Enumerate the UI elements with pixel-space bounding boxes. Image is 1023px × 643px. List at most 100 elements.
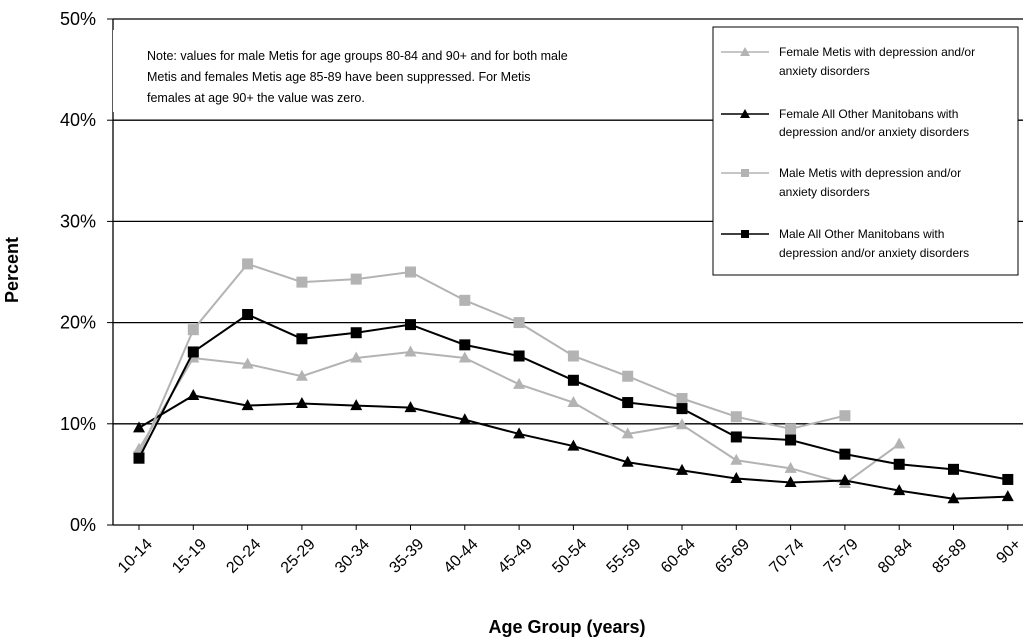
data-point (513, 317, 525, 329)
data-point (459, 294, 471, 306)
x-tick-label: 50-54 (549, 536, 590, 577)
y-axis-ticks: 0% 10% 20% 30% 40% 50% (60, 9, 96, 535)
data-point (458, 351, 471, 363)
data-point (567, 350, 579, 362)
x-axis-title: Age Group (years) (488, 617, 645, 637)
series-line (138, 350, 900, 485)
data-point (1002, 473, 1014, 485)
data-point (187, 346, 199, 358)
series-0 (133, 345, 906, 489)
legend-item-female-metis: Female Metis with depression and/or anxi… (721, 45, 975, 78)
series-1 (133, 388, 1014, 504)
y-tick-label: 50% (60, 9, 96, 29)
data-point (622, 370, 634, 382)
data-point (730, 471, 743, 483)
legend-label-line-2: depression and/or anxiety disorders (779, 125, 969, 139)
data-point (676, 403, 688, 415)
y-tick-label: 20% (60, 313, 96, 333)
legend-label-line-2: anxiety disorders (779, 64, 870, 78)
note-line-2: Metis and females Metis age 85-89 have b… (147, 70, 531, 84)
data-point (133, 452, 145, 464)
data-point (350, 351, 363, 363)
data-point (730, 431, 742, 443)
series-layer (133, 258, 1014, 504)
data-point (242, 258, 254, 270)
series-line (138, 262, 846, 457)
data-point (133, 421, 145, 433)
x-tick-label: 90+ (993, 536, 1023, 567)
triangle-marker-icon (740, 109, 750, 118)
y-tick-label: 30% (60, 211, 96, 231)
data-point (621, 427, 634, 439)
data-point (730, 411, 742, 423)
y-axis-title: Percent (2, 237, 22, 303)
x-tick-label: 55-59 (604, 536, 645, 577)
data-point (784, 475, 797, 487)
data-point (676, 418, 688, 430)
data-point (350, 273, 362, 285)
data-point (405, 266, 416, 278)
data-point (241, 357, 254, 369)
data-point (242, 309, 254, 321)
square-marker-icon (741, 230, 749, 238)
square-marker-icon (741, 169, 749, 177)
legend-label-line-2: anxiety disorders (779, 185, 870, 199)
data-point (404, 401, 417, 413)
y-tick-label: 10% (60, 414, 96, 434)
x-tick-label: 85-89 (929, 536, 970, 577)
legend-label-line-1: Female Metis with depression and/or (779, 45, 975, 59)
data-point (676, 393, 688, 404)
data-point (784, 461, 797, 473)
data-point (839, 448, 851, 460)
data-point (459, 339, 471, 351)
data-point (839, 410, 851, 422)
legend-item-male-other: Male All Other Manitobans with depressio… (721, 227, 969, 260)
data-point (785, 423, 797, 435)
x-tick-label: 65-69 (712, 536, 753, 577)
data-point (730, 453, 743, 465)
data-point (513, 350, 525, 362)
data-point (947, 492, 960, 504)
data-point (567, 396, 580, 408)
data-point (838, 473, 851, 485)
note-background (113, 30, 713, 112)
x-tick-label: 10-14 (115, 536, 156, 577)
data-point (948, 463, 959, 475)
series-2 (133, 258, 851, 462)
legend-label-line-2: depression and/or anxiety disorders (779, 246, 969, 260)
x-tick-label: 75-79 (821, 536, 862, 577)
data-point (513, 377, 526, 389)
legend-label-line-1: Female All Other Manitobans with (779, 107, 958, 121)
data-point (893, 458, 905, 470)
data-point (1001, 490, 1014, 502)
y-tick-label: 0% (70, 515, 96, 535)
legend-item-female-other: Female All Other Manitobans with depress… (721, 107, 969, 139)
note-line-3: females at age 90+ the value was zero. (147, 91, 365, 105)
data-point (676, 463, 688, 475)
data-point (893, 437, 906, 449)
legend-label-line-1: Male Metis with depression and/or (779, 166, 961, 180)
data-point (622, 397, 634, 409)
data-point (295, 369, 308, 381)
x-tick-label: 15-19 (169, 536, 210, 577)
data-point (187, 388, 200, 400)
legend-label-line-1: Male All Other Manitobans with (779, 227, 944, 241)
x-tick-label: 25-29 (278, 536, 319, 577)
legend-item-male-metis: Male Metis with depression and/or anxiet… (721, 166, 961, 199)
triangle-marker-icon (740, 47, 750, 56)
data-point (567, 439, 580, 451)
x-tick-label: 30-34 (332, 536, 373, 577)
x-tick-label: 20-24 (223, 536, 264, 577)
x-tick-label: 80-84 (875, 536, 916, 577)
data-point (893, 484, 906, 496)
data-point (296, 333, 308, 345)
data-point (187, 324, 199, 336)
x-axis-ticks: 10-14 15-19 20-24 25-29 30-34 35-39 40-44 45-49… (115, 536, 1023, 577)
data-point (405, 319, 416, 331)
legend: Female Metis with depression and/or anxi… (712, 26, 1019, 276)
data-point (567, 374, 579, 386)
data-point (621, 455, 634, 467)
data-point (404, 345, 417, 357)
data-point (350, 399, 363, 411)
